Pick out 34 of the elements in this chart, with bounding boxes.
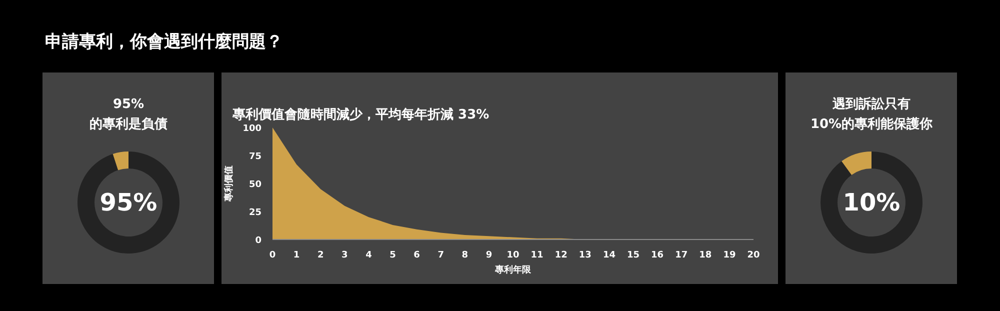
x-tick-label: 12 xyxy=(554,250,568,260)
y-tick-label: 50 xyxy=(248,180,262,190)
y-tick-label: 100 xyxy=(242,124,262,134)
chart-subtitle: 95% 的專利是負債 xyxy=(90,97,168,132)
x-tick-label: 6 xyxy=(414,250,420,260)
x-tick-label: 1 xyxy=(293,250,300,260)
x-tick-label: 19 xyxy=(723,250,736,260)
y-tick-label: 0 xyxy=(255,236,262,246)
x-tick-label: 17 xyxy=(675,250,688,260)
x-tick-label: 15 xyxy=(626,250,640,260)
y-axis-title: 專利價值 xyxy=(224,166,235,202)
x-tick-label: 11 xyxy=(530,250,544,260)
x-tick-label: 10 xyxy=(506,250,520,260)
x-tick-label: 18 xyxy=(699,250,712,260)
x-tick-label: 13 xyxy=(578,250,592,260)
x-tick-label: 16 xyxy=(651,250,664,260)
y-tick-label: 25 xyxy=(248,208,262,218)
text: 95% xyxy=(100,188,158,216)
chart-title: 申請專利，你會遇到什麼問題？ xyxy=(45,31,283,54)
x-tick-label: 14 xyxy=(602,250,616,260)
x-axis-title: 專利年限 xyxy=(494,264,532,276)
x-tick-label: 8 xyxy=(462,250,468,260)
x-tick-label: 2 xyxy=(317,250,324,260)
x-tick-label: 5 xyxy=(390,250,396,260)
x-tick-label: 9 xyxy=(486,250,492,260)
x-tick-label: 3 xyxy=(342,250,348,260)
chart-title: 專利價值會隨時間減少，平均每年折減 33% xyxy=(232,106,490,122)
x-tick-label: 20 xyxy=(747,250,760,260)
text: 10% xyxy=(842,188,900,216)
chart-title: 遇到訴訟只有 10%的專利能保護你 xyxy=(810,96,934,132)
x-tick-label: 4 xyxy=(366,250,372,260)
x-tick-label: 0 xyxy=(269,250,276,260)
x-tick-label: 7 xyxy=(438,250,444,260)
y-tick-label: 75 xyxy=(248,152,262,162)
